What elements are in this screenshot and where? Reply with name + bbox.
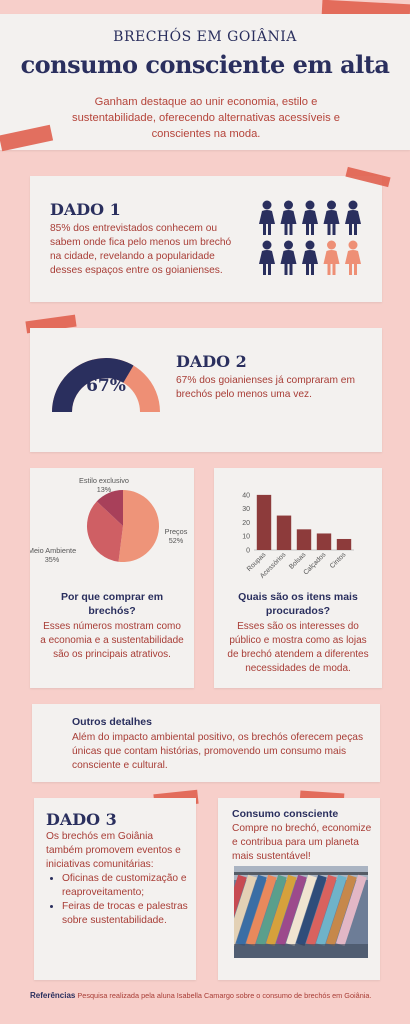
y-tick-label: 40 (242, 492, 250, 499)
footer: Referências Pesquisa realizada pela alun… (30, 991, 390, 1000)
list-item: Oficinas de customização e reaproveitame… (62, 872, 188, 900)
bar (296, 529, 312, 550)
person-icon (259, 240, 275, 275)
what-title: Quais são os itens mais procurados? (238, 591, 358, 617)
person-icon (345, 200, 361, 235)
outros-card: Outros detalhes Além do impacto ambienta… (32, 704, 380, 782)
bar (256, 494, 272, 550)
header-intro: Ganham destaque ao unir economia, estilo… (71, 96, 341, 140)
dado2-title: DADO 2 (176, 352, 247, 371)
dado3-title: DADO 3 (46, 810, 117, 829)
pie-value-label: 52% (169, 536, 184, 545)
outros-text: Além do impacto ambiental positivo, os b… (72, 732, 364, 771)
pie-value-label: 13% (97, 485, 112, 494)
bar (276, 515, 292, 550)
gauge-value: 67% (86, 376, 126, 396)
y-tick-label: 30 (242, 506, 250, 513)
bar (316, 533, 332, 550)
person-icon (280, 240, 297, 275)
bar (336, 538, 352, 550)
gauge-fill (52, 358, 134, 412)
dado1-card: DADO 1 85% dos entrevistados conhecem ou… (30, 176, 382, 302)
pie-value-label: 35% (45, 555, 60, 564)
pie-slice (118, 490, 160, 562)
y-tick-label: 20 (242, 520, 250, 527)
footer-label: Referências (30, 991, 76, 1000)
header-kicker: BRECHÓS EM GOIÂNIA (113, 29, 297, 45)
list-item: Feiras de trocas e palestras sobre suste… (62, 900, 188, 928)
pie-label: Estilo exclusivo (79, 476, 129, 485)
person-icon (259, 200, 275, 235)
footer-text: Pesquisa realizada pela aluna Isabella C… (77, 991, 372, 1000)
y-tick-label: 10 (242, 534, 250, 541)
x-tick-label: Calçados (302, 551, 327, 576)
person-icon (280, 200, 297, 235)
consumo-text: Compre no brechó, economize e contribua … (232, 823, 372, 862)
header-card: BRECHÓS EM GOIÂNIA consumo consciente em… (0, 14, 410, 150)
pie-label: Meio Ambiente (30, 546, 76, 555)
person-icon (302, 240, 318, 275)
pie-slice (87, 501, 123, 562)
outros-title: Outros detalhes (72, 716, 152, 728)
pie-label: Preços (165, 527, 188, 536)
bar-card: 0 10 20 30 40 Roupas Acessórios Bolsas Calçados C… (214, 468, 382, 688)
dado3-list: Oficinas de customização e reaproveitame… (48, 872, 188, 928)
why-text: Esses números mostram como a economia e … (40, 621, 184, 660)
person-icon (323, 240, 340, 275)
dado3-card: DADO 3 Os brechós em Goiânia também prom… (34, 798, 196, 980)
dado2-text: 67% dos goianienses já compraram em brec… (176, 375, 355, 400)
dado3-text: Os brechós em Goiânia também promovem ev… (46, 831, 181, 870)
pie-card: Preços 52% Meio Ambiente 35% Estilo exclusiv… (30, 468, 194, 688)
people-icons (259, 200, 361, 275)
x-tick-label: Cintos (329, 551, 348, 570)
y-tick-label: 0 (246, 548, 250, 555)
dado1-title: DADO 1 (50, 200, 121, 219)
page-title: consumo consciente em alta (20, 50, 390, 79)
dado2-card: 67% DADO 2 67% dos goianienses já compra… (30, 328, 382, 452)
person-icon (323, 200, 340, 235)
why-title: Por que comprar em brechós? (60, 591, 164, 617)
person-icon (302, 200, 318, 235)
dado1-text: 85% dos entrevistados conhecem ou sabem … (50, 223, 232, 276)
consumo-title: Consumo consciente (232, 808, 339, 820)
gauge-chart (52, 358, 160, 412)
clothing-rack-photo (234, 866, 368, 958)
consumo-card: Consumo consciente Compre no brechó, eco… (218, 798, 380, 980)
what-text: Esses são os interesses do público e mos… (227, 621, 369, 674)
person-icon (345, 240, 361, 275)
people-icon-grid (256, 200, 366, 278)
pie-slice (96, 490, 123, 526)
